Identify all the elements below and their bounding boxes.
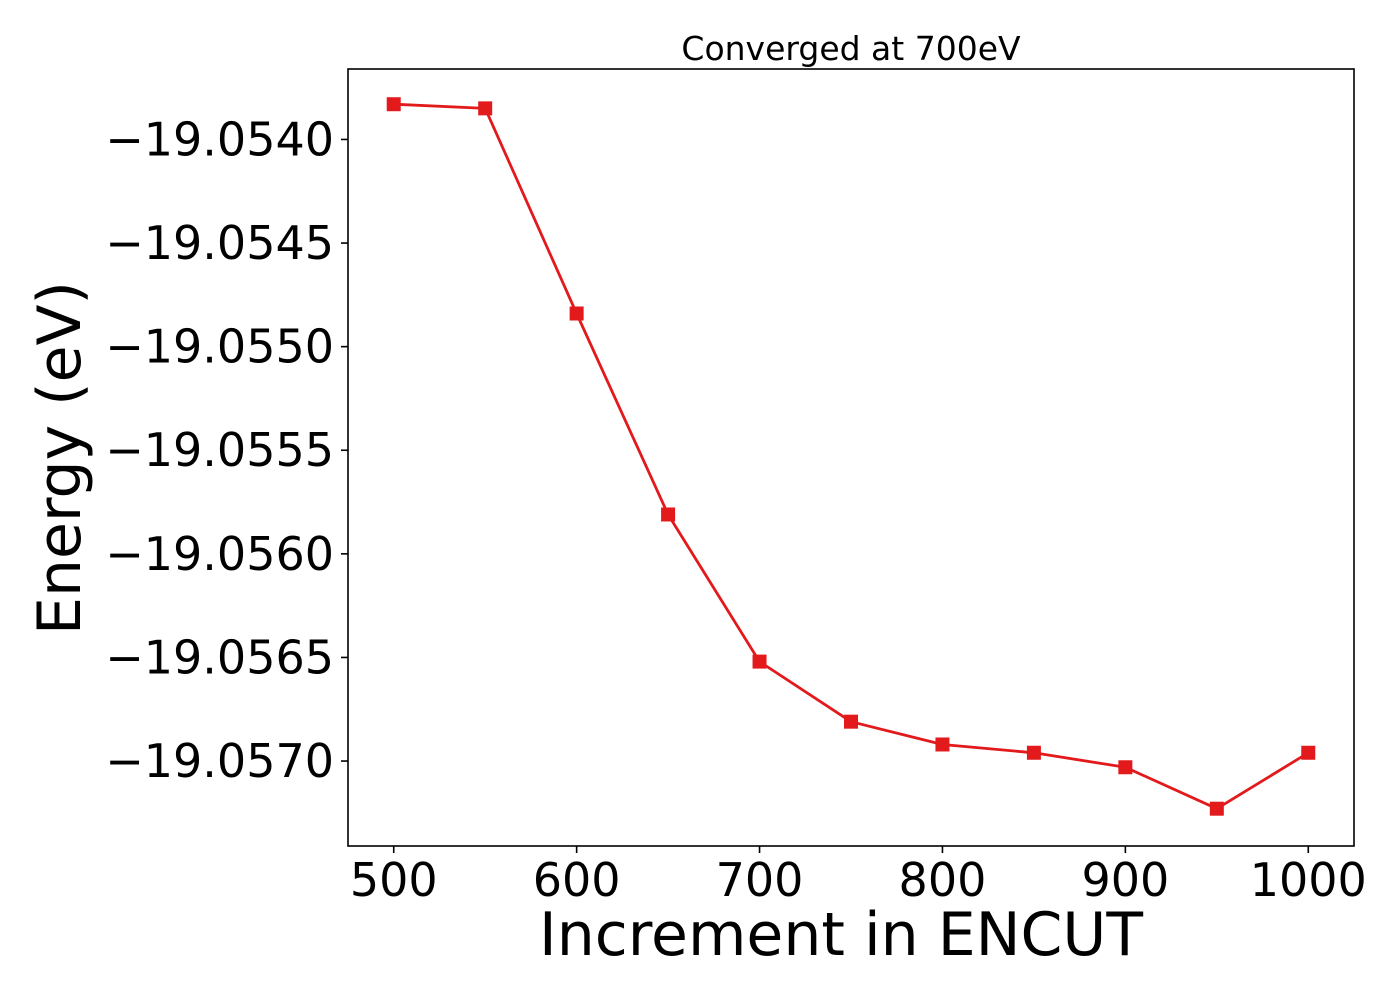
x-axis-ticks: 500 600 700 800 900 1000 xyxy=(350,846,1367,907)
plot-content xyxy=(386,97,1316,816)
data-point-marker xyxy=(1026,745,1041,760)
y-tick-label: −19.0570 xyxy=(105,734,334,788)
data-point-marker xyxy=(661,507,676,522)
y-tick-label: −19.0560 xyxy=(105,527,334,581)
y-tick-label: −19.0565 xyxy=(105,630,334,684)
x-tick-label: 600 xyxy=(533,853,621,907)
data-point-marker xyxy=(752,654,767,669)
y-axis-title: Energy (eV) xyxy=(25,281,95,635)
data-point-marker xyxy=(1209,801,1224,816)
y-axis-ticks: −19.0540 −19.0545 −19.0550 −19.0555 −19.0560… xyxy=(105,112,348,788)
y-tick-label: −19.0545 xyxy=(105,216,334,270)
data-point-marker xyxy=(1118,760,1133,775)
x-tick-label: 800 xyxy=(899,853,987,907)
data-point-marker xyxy=(844,714,858,729)
y-tick-label: −19.0550 xyxy=(105,320,334,374)
x-tick-label: 700 xyxy=(716,853,804,907)
x-tick-label: 500 xyxy=(350,853,438,907)
data-point-marker xyxy=(386,97,401,112)
data-point-marker xyxy=(569,306,584,321)
data-point-marker xyxy=(935,737,950,752)
chart-title: Converged at 700eV xyxy=(681,29,1021,68)
x-tick-label: 900 xyxy=(1081,853,1169,907)
y-tick-label: −19.0540 xyxy=(105,112,334,166)
x-tick-label: 1000 xyxy=(1250,853,1367,907)
data-point-marker xyxy=(1301,745,1316,760)
plot-area-frame xyxy=(347,68,1355,847)
data-point-marker xyxy=(478,101,493,116)
x-axis-title: Increment in ENCUT xyxy=(539,900,1143,970)
y-tick-label: −19.0555 xyxy=(105,423,334,477)
